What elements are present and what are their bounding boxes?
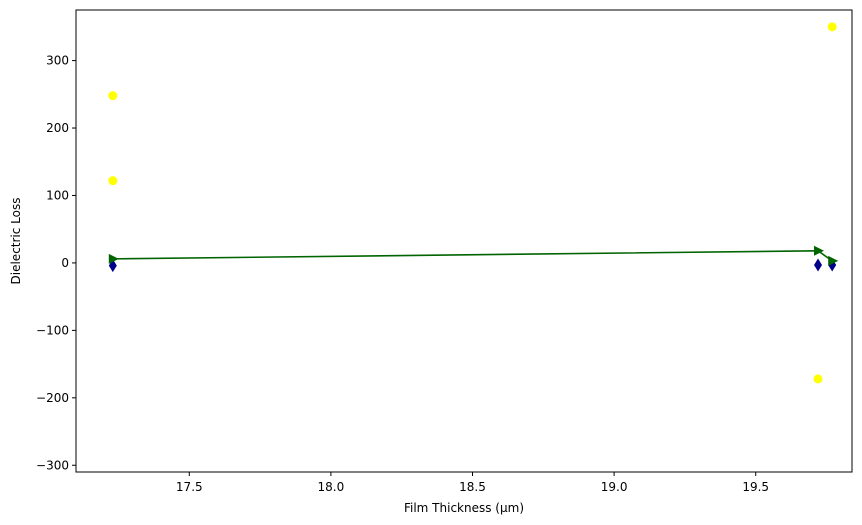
x-axis-label: Film Thickness (µm) xyxy=(404,501,524,515)
y-axis-label: Dielectric Loss xyxy=(9,198,23,285)
scatter-point-triangle xyxy=(108,253,119,264)
y-tick-label: −300 xyxy=(36,458,69,472)
x-tick-label: 18.5 xyxy=(459,480,486,494)
series-layer xyxy=(108,22,839,384)
scatter-point-circle xyxy=(813,374,823,384)
plot-area xyxy=(76,10,852,472)
scatter-point-triangle xyxy=(828,255,839,266)
x-tick-label: 17.5 xyxy=(176,480,203,494)
y-tick-label: 100 xyxy=(46,188,69,202)
y-tick-label: 0 xyxy=(61,256,69,270)
y-tick-label: 200 xyxy=(46,121,69,135)
scatter-point-circle xyxy=(108,176,118,186)
x-tick-label: 19.5 xyxy=(742,480,769,494)
scatter-point-triangle xyxy=(814,245,825,256)
y-axis: −300 −200 −100 0 100 200 300 xyxy=(36,54,76,472)
plot-frame xyxy=(75,9,853,473)
x-axis: 17.5 18.0 18.5 19.0 19.5 xyxy=(176,472,769,494)
scatter-point-circle xyxy=(108,91,118,101)
scatter-point-diamond xyxy=(814,258,823,272)
y-tick-label: −200 xyxy=(36,391,69,405)
scatter-point-circle xyxy=(827,22,837,32)
x-tick-label: 18.0 xyxy=(318,480,345,494)
y-tick-label: 300 xyxy=(46,54,69,68)
y-tick-label: −100 xyxy=(36,323,69,337)
x-tick-label: 19.0 xyxy=(601,480,628,494)
